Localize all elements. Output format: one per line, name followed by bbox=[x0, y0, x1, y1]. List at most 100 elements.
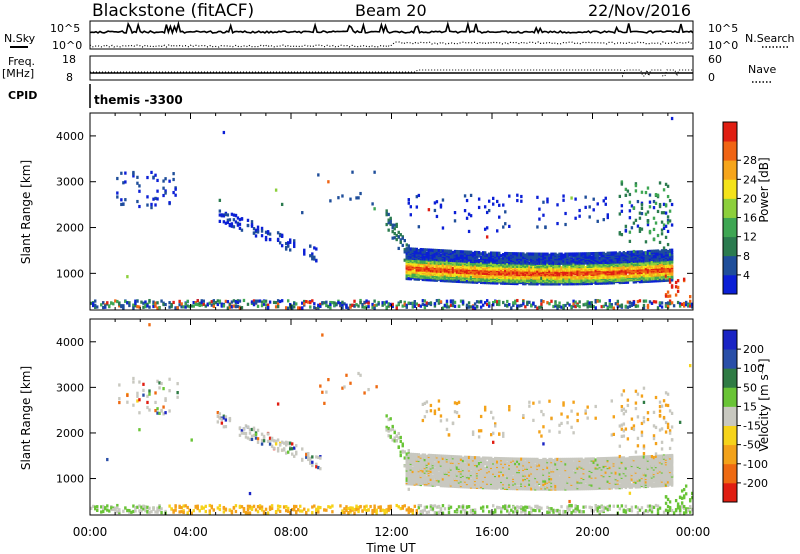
heatmap-cell bbox=[616, 302, 620, 306]
heatmap-cell bbox=[590, 263, 593, 267]
heatmap-cell bbox=[112, 507, 115, 512]
heatmap-cell bbox=[385, 414, 388, 418]
heatmap-cell bbox=[254, 508, 258, 512]
heatmap-cell bbox=[588, 273, 591, 278]
heatmap-cell bbox=[658, 240, 662, 245]
heatmap-cell bbox=[606, 251, 609, 255]
heatmap-cell bbox=[200, 299, 203, 303]
heatmap-cell bbox=[154, 400, 157, 405]
heatmap-cell bbox=[498, 203, 501, 207]
heatmap-cell bbox=[584, 195, 587, 199]
heatmap-cell bbox=[216, 414, 220, 418]
heatmap-cell bbox=[542, 200, 545, 204]
heatmap-cell bbox=[278, 241, 282, 245]
heatmap-cell bbox=[268, 506, 272, 511]
heatmap-cell bbox=[293, 239, 296, 243]
heatmap-cell bbox=[522, 280, 525, 285]
heatmap-cell bbox=[510, 252, 513, 256]
heatmap-cell bbox=[604, 302, 607, 306]
heatmap-cell bbox=[670, 264, 674, 268]
heatmap-cell bbox=[666, 304, 670, 309]
heatmap-cell bbox=[154, 203, 157, 207]
heatmap-cell bbox=[487, 208, 491, 213]
heatmap-cell bbox=[301, 509, 304, 513]
heatmap-cell bbox=[387, 508, 390, 512]
heatmap-cell bbox=[520, 303, 523, 308]
heatmap-cell bbox=[266, 511, 270, 515]
heatmap-cell bbox=[447, 265, 451, 269]
heatmap-cell bbox=[190, 304, 193, 308]
heatmap-cell bbox=[630, 264, 634, 268]
heatmap-cell bbox=[194, 505, 197, 509]
heatmap-cell bbox=[498, 251, 501, 255]
heatmap-cell bbox=[411, 460, 415, 464]
heatmap-cell bbox=[389, 218, 392, 222]
heatmap-cell bbox=[580, 275, 583, 279]
heatmap-cell bbox=[188, 305, 191, 309]
heatmap-cell bbox=[544, 255, 547, 260]
heatmap-cell bbox=[423, 305, 427, 310]
heatmap-cell bbox=[662, 277, 666, 281]
heatmap-cell bbox=[582, 303, 585, 307]
heatmap-cell bbox=[222, 414, 226, 418]
heatmap-cell bbox=[469, 193, 473, 198]
heatmap-cell bbox=[417, 506, 421, 510]
heatmap-cell bbox=[668, 278, 672, 282]
heatmap-cell bbox=[154, 510, 157, 514]
heatmap-cell bbox=[250, 507, 254, 511]
heatmap-cell bbox=[489, 275, 493, 279]
heatmap-cell bbox=[250, 437, 254, 442]
heatmap-cell bbox=[475, 300, 479, 304]
colorbar-segment bbox=[723, 236, 737, 257]
heatmap-cell bbox=[345, 305, 348, 309]
heatmap-cell bbox=[584, 302, 587, 306]
heatmap-cell bbox=[246, 504, 250, 508]
heatmap-cell bbox=[327, 378, 330, 382]
heatmap-cell bbox=[528, 261, 531, 265]
heatmap-cell bbox=[168, 201, 171, 205]
heatmap-cell bbox=[504, 259, 507, 264]
heatmap-cell bbox=[411, 458, 415, 462]
heatmap-cell bbox=[196, 506, 199, 510]
heatmap-cell bbox=[375, 385, 378, 389]
heatmap-cell bbox=[411, 266, 415, 271]
heatmap-cell bbox=[626, 305, 630, 309]
heatmap-cell bbox=[568, 277, 571, 281]
heatmap-cell bbox=[485, 226, 489, 230]
heatmap-cell bbox=[260, 508, 264, 512]
heatmap-cell bbox=[369, 504, 372, 509]
heatmap-cell bbox=[556, 304, 559, 308]
heatmap-cell bbox=[538, 261, 541, 265]
heatmap-cell bbox=[429, 274, 433, 279]
heatmap-cell bbox=[526, 252, 529, 256]
heatmap-cell bbox=[321, 333, 324, 337]
heatmap-cell bbox=[608, 258, 611, 262]
heatmap-cell bbox=[176, 395, 179, 399]
heatmap-cell bbox=[319, 302, 322, 307]
heatmap-cell bbox=[174, 505, 177, 509]
heatmap-cell bbox=[644, 267, 648, 271]
heatmap-cell bbox=[238, 306, 242, 310]
heatmap-cell bbox=[670, 248, 674, 252]
heatmap-cell bbox=[652, 199, 656, 204]
heatmap-cell bbox=[656, 193, 660, 197]
heatmap-cell bbox=[407, 477, 410, 481]
heatmap-cell bbox=[656, 255, 660, 259]
heatmap-cell bbox=[138, 305, 141, 309]
heatmap-cell bbox=[280, 244, 284, 248]
heatmap-cell bbox=[451, 303, 455, 308]
heatmap-cell bbox=[291, 447, 294, 451]
heatmap-cell bbox=[419, 304, 423, 308]
heatmap-cell bbox=[236, 304, 240, 309]
heatmap-cell bbox=[588, 301, 591, 305]
heatmap-cell bbox=[236, 221, 240, 225]
heatmap-cell bbox=[634, 304, 638, 308]
heatmap-cell bbox=[156, 411, 159, 415]
heatmap-cell bbox=[407, 277, 410, 281]
heatmap-cell bbox=[590, 255, 593, 259]
heatmap-cell bbox=[250, 300, 254, 304]
heatmap-cell bbox=[395, 222, 398, 226]
heatmap-cell bbox=[664, 203, 668, 207]
heatmap-cell bbox=[405, 508, 408, 512]
heatmap-cell bbox=[262, 510, 266, 514]
